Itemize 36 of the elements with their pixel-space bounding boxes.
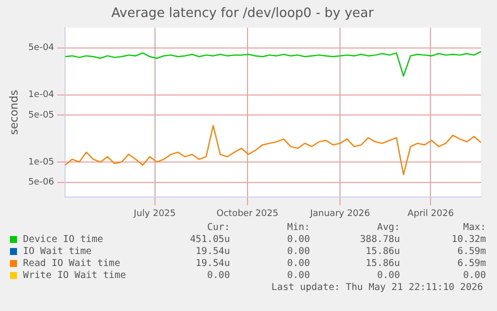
- text: 6.59m: [456, 258, 486, 269]
- y-tick-label: 5e-06: [28, 178, 54, 188]
- y-tick-label: 1e-05: [28, 157, 54, 168]
- legend-label: Read IO Wait time: [22, 258, 122, 269]
- text: 0.00: [286, 246, 310, 257]
- legend-label: Device IO time: [22, 234, 104, 245]
- text: Min:: [286, 222, 310, 233]
- chart-title: Average latency for /dev/loop0 - by year: [111, 6, 374, 22]
- x-tick-label: April 2026: [407, 208, 454, 219]
- x-tick-label: January 2026: [309, 208, 370, 219]
- text: Cur:: [206, 222, 230, 233]
- text: 451.05u: [188, 234, 230, 245]
- text: 19.54u: [194, 246, 230, 257]
- text: 388.78u: [358, 234, 400, 245]
- text: 0.00: [286, 258, 310, 269]
- legend-label: Write IO Wait time: [22, 270, 127, 281]
- y-tick-label: 5e-05: [28, 110, 54, 120]
- x-tick-label: October 2025: [216, 208, 278, 219]
- x-tick-label: July 2025: [132, 208, 176, 219]
- text: 6.59m: [456, 246, 486, 257]
- text: Last update: Thu May 21 22:11:10 2026: [270, 282, 483, 293]
- text: 0.00: [376, 270, 400, 281]
- y-tick-label: 1e-04: [28, 90, 54, 100]
- text: 10.32m: [450, 234, 486, 245]
- text: 15.86u: [364, 246, 400, 257]
- y-axis-title: seconds: [7, 90, 20, 135]
- text: 0.00: [286, 234, 310, 245]
- y-tick-label: 5e-04: [28, 43, 54, 54]
- text: Avg:: [376, 222, 400, 233]
- text: 0.00: [462, 270, 486, 281]
- legend-label: IO Wait time: [22, 246, 93, 257]
- text: 15.86u: [364, 258, 400, 269]
- text: 0.00: [286, 270, 310, 281]
- text: 19.54u: [194, 258, 230, 269]
- text: 0.00: [206, 270, 230, 281]
- text: Max:: [462, 222, 486, 233]
